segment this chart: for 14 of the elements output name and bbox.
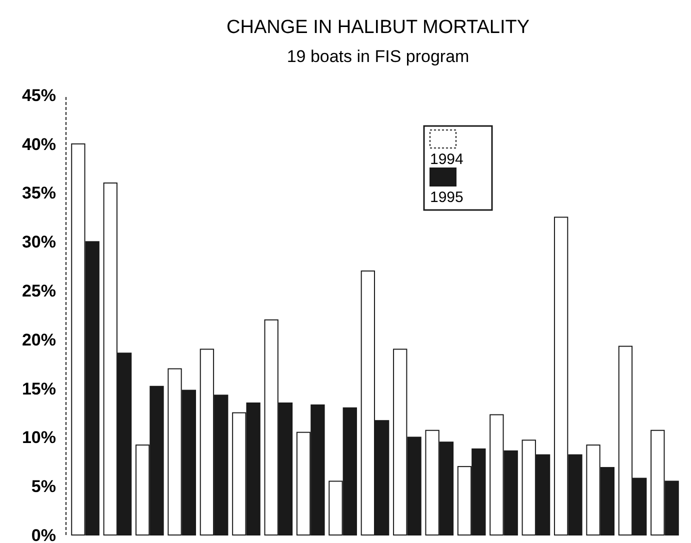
legend-label: 1994 — [430, 151, 464, 168]
y-tick-label: 0% — [31, 526, 56, 543]
y-tick-label: 10% — [22, 428, 56, 448]
y-tick-label: 35% — [22, 184, 56, 203]
y-tick-label: 15% — [22, 379, 56, 398]
chart-title: CHANGE IN HALIBUT MORTALITY — [226, 17, 530, 38]
legend-label: 1995 — [430, 189, 464, 206]
y-tick-label: 5% — [31, 477, 56, 496]
y-tick-label: 30% — [22, 232, 56, 252]
y-tick-label: 45% — [22, 86, 56, 105]
y-tick-label: 40% — [22, 134, 56, 154]
y-tick-label: 25% — [22, 282, 56, 301]
y-tick-label: 20% — [22, 330, 56, 350]
chart-subtitle: 19 boats in FIS program — [286, 47, 470, 66]
